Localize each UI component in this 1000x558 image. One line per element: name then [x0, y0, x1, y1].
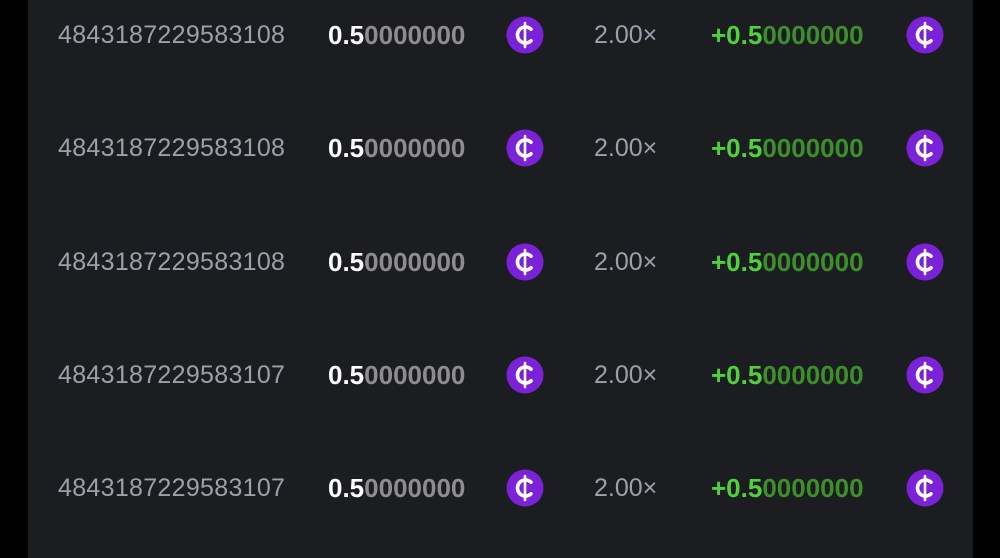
amount-tail: 0000000 [364, 246, 466, 277]
payout-lead: +0.5 [711, 359, 763, 390]
multiplier: 2.00× [594, 360, 658, 389]
payout-tail: 0000000 [762, 20, 864, 50]
bet-id: 4843187229583107 [58, 360, 286, 389]
payout-lead: +0.5 [711, 133, 763, 164]
bet-row: 4843187229583107 0.50000000 2.00× +0.500000… [28, 466, 973, 510]
coin-icon [906, 243, 944, 281]
amount-tail: 0000000 [364, 133, 466, 164]
bet-row: 4843187229583108 0.50000000 2.00× +0.500000… [28, 13, 973, 57]
amount-lead: 0.5 [328, 246, 365, 277]
payout-lead: +0.5 [711, 246, 763, 277]
payout-tail: 0000000 [762, 246, 864, 277]
coin-icon [906, 16, 944, 54]
coin-icon [506, 469, 544, 507]
coin-icon [506, 356, 544, 394]
bet-amount: 0.50000000 [328, 126, 465, 170]
bet-id: 4843187229583108 [58, 134, 286, 163]
payout: +0.50000000 [711, 13, 864, 57]
payout: +0.50000000 [711, 126, 864, 170]
amount-tail: 0000000 [364, 359, 466, 390]
coin-icon [906, 356, 944, 394]
payout: +0.50000000 [711, 466, 864, 510]
coin-icon [506, 243, 544, 281]
bet-amount: 0.50000000 [328, 240, 465, 284]
payout-tail: 0000000 [762, 133, 864, 164]
multiplier: 2.00× [594, 21, 658, 49]
coin-icon [906, 469, 944, 507]
multiplier: 2.00× [594, 134, 658, 163]
amount-lead: 0.5 [328, 20, 365, 50]
payout: +0.50000000 [711, 353, 864, 397]
amount-lead: 0.5 [328, 473, 365, 504]
payout-tail: 0000000 [762, 359, 864, 390]
bet-row: 4843187229583107 0.50000000 2.00× +0.500000… [28, 353, 973, 397]
bet-id: 4843187229583108 [58, 21, 286, 49]
bet-id: 4843187229583107 [58, 474, 286, 503]
bet-amount: 0.50000000 [328, 353, 465, 397]
payout-lead: +0.5 [711, 473, 763, 504]
bet-id: 4843187229583108 [58, 247, 286, 276]
payout-lead: +0.5 [711, 20, 763, 50]
coin-icon [906, 129, 944, 167]
payout-tail: 0000000 [762, 473, 864, 504]
bet-amount: 0.50000000 [328, 13, 465, 57]
payout: +0.50000000 [711, 240, 864, 284]
coin-icon [506, 16, 544, 54]
bet-row: 4843187229583108 0.50000000 2.00× +0.500000… [28, 240, 973, 284]
coin-icon [506, 129, 544, 167]
amount-tail: 0000000 [364, 20, 466, 50]
multiplier: 2.00× [594, 247, 658, 276]
bets-panel: 4843187229583108 0.50000000 2.00× +0.500000… [28, 0, 973, 558]
bet-row: 4843187229583108 0.50000000 2.00× +0.500000… [28, 126, 973, 170]
multiplier: 2.00× [594, 474, 658, 503]
amount-lead: 0.5 [328, 133, 365, 164]
amount-lead: 0.5 [328, 359, 365, 390]
bet-amount: 0.50000000 [328, 466, 465, 510]
amount-tail: 0000000 [364, 473, 466, 504]
